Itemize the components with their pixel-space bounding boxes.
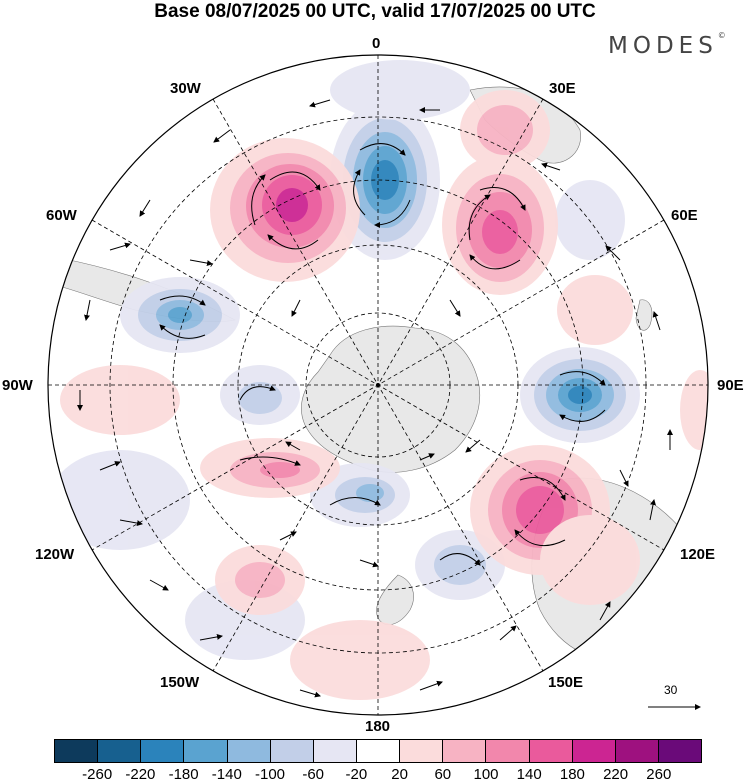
colorbar-tick-label: -180 — [168, 766, 199, 783]
lon-label-180: 180 — [365, 718, 391, 735]
colorbar-tick-label: 260 — [646, 766, 672, 783]
colorbar-bin — [98, 740, 142, 762]
colorbar-tick-label: 220 — [603, 766, 629, 783]
colorbar-tick-label: 60 — [434, 766, 452, 783]
colorbar-tick-label: -100 — [254, 766, 286, 783]
lon-label-60w: 60W — [46, 207, 77, 224]
colorbar-bin — [572, 740, 616, 762]
map-title: Base 08/07/2025 00 UTC, valid 17/07/2025… — [154, 1, 596, 22]
madagascar-land — [635, 299, 653, 331]
brand-text: MODES — [608, 33, 718, 59]
lon-label-150w: 150W — [160, 674, 200, 691]
new-zealand-land — [376, 574, 414, 625]
colorbar-bin — [141, 740, 185, 762]
map-boundary — [47, 54, 709, 716]
colorbar-tick-label: 180 — [559, 766, 585, 783]
copyright-mark: © — [717, 31, 726, 40]
colorbar-bin — [529, 740, 573, 762]
colorbar-tick-label: 20 — [391, 766, 408, 783]
colorbar-tick-label: -140 — [211, 766, 242, 783]
colorbar-bin — [313, 740, 357, 762]
colorbar-bin — [443, 740, 487, 762]
vector-scale-label: 30 — [664, 683, 678, 697]
pole-point — [376, 383, 380, 387]
colorbar-tick-label: 140 — [516, 766, 542, 783]
colorbar — [54, 739, 702, 763]
lon-label-0: 0 — [372, 35, 381, 52]
lon-label-120w: 120W — [35, 546, 75, 563]
colorbar-bin — [615, 740, 659, 762]
colorbar-bin — [55, 740, 99, 762]
colorbar-tick-label: -220 — [125, 766, 156, 783]
lon-label-60e: 60E — [671, 207, 698, 224]
antarctica-land — [301, 325, 481, 473]
colorbar-bin — [227, 740, 271, 762]
lon-label-150e: 150E — [548, 674, 584, 691]
colorbar-ticks: -260 -220 -180 -140 -100 -60 -20 20 60 100 140 180 2… — [0, 766, 750, 784]
colorbar-bin — [486, 740, 530, 762]
colorbar-bin — [184, 740, 228, 762]
colorbar-tick-label: -20 — [345, 766, 368, 783]
lon-label-30e: 30E — [549, 80, 576, 97]
wind-vectors — [77, 99, 673, 698]
colorbar-bin — [658, 740, 702, 762]
colorbar-bin — [270, 740, 314, 762]
lon-label-90w: 90W — [2, 377, 33, 394]
lon-label-30w: 30W — [170, 80, 201, 97]
lon-label-90e: 90E — [717, 377, 744, 394]
colorbar-bin — [400, 740, 444, 762]
lon-label-120e: 120E — [680, 546, 716, 563]
brand-logo: MODES© — [608, 31, 726, 59]
colorbar-bin — [356, 740, 401, 762]
colorbar-tick-label: -260 — [82, 766, 113, 783]
colorbar-tick-label: 100 — [473, 766, 499, 783]
colorbar-tick-label: -60 — [302, 766, 325, 783]
